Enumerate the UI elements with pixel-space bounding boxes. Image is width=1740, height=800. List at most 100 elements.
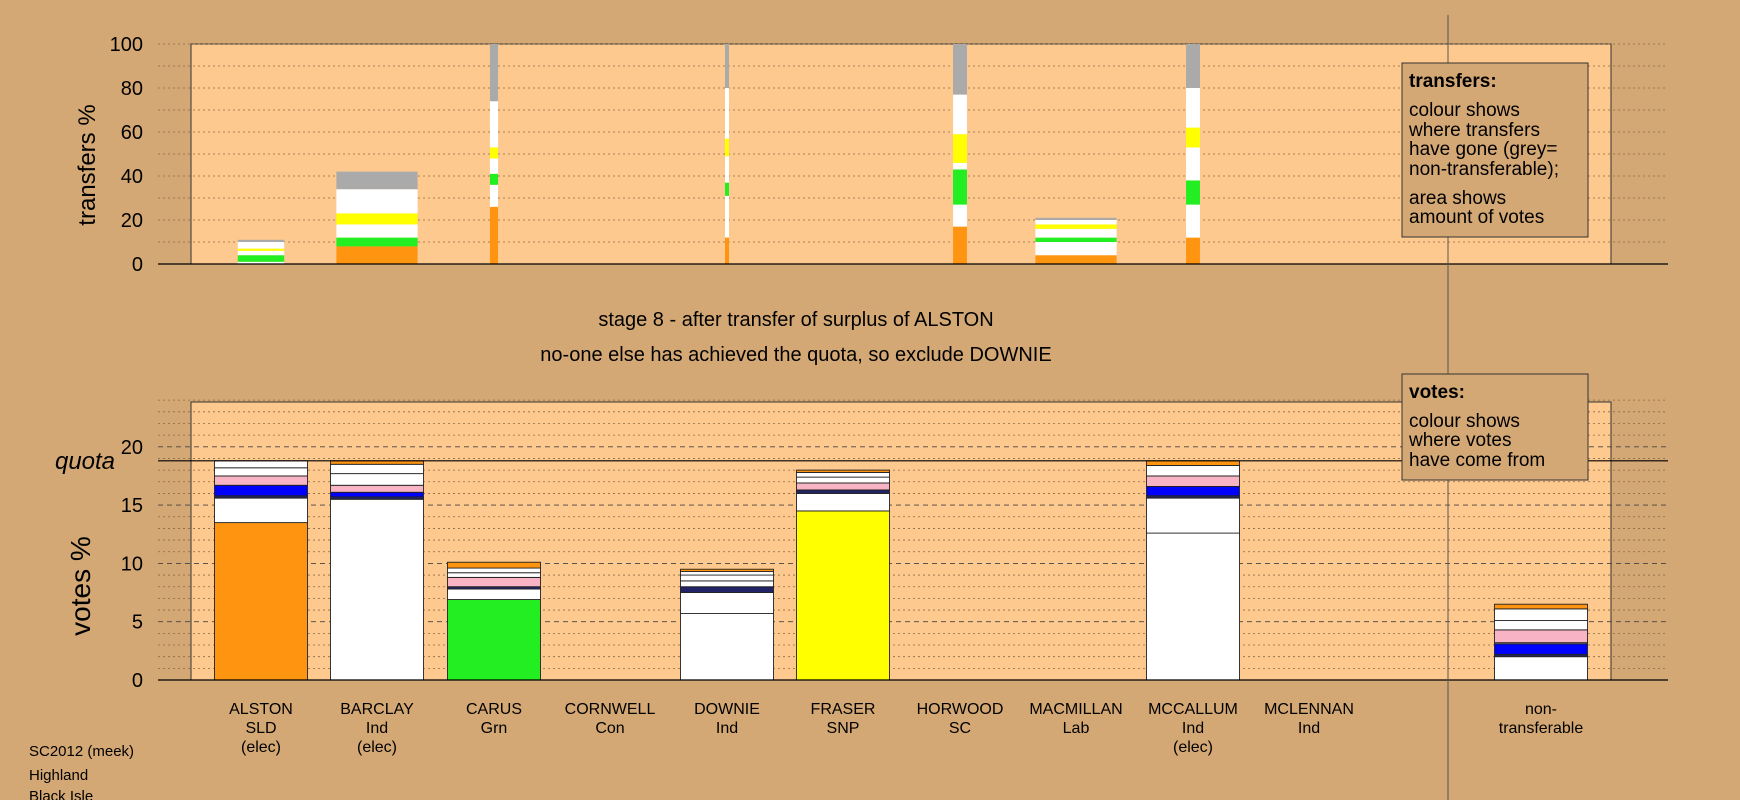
- transfers-legend-line: have gone (grey=: [1409, 139, 1557, 160]
- transfer-segment: [489, 173, 499, 185]
- transfer-segment: [1186, 147, 1200, 181]
- votes-y-tick-label: 20: [121, 437, 143, 459]
- candidate-label: (elec): [1173, 739, 1213, 756]
- votes-legend-heading: votes:: [1409, 382, 1465, 403]
- quota-label: quota: [55, 448, 115, 475]
- vote-segment: [214, 475, 308, 486]
- candidate-label: Ind: [716, 720, 738, 737]
- transfer-segment: [725, 138, 729, 157]
- candidate-label: CORNWELL: [565, 701, 656, 718]
- votes-y-tick-label: 15: [121, 495, 143, 517]
- transfers-y-tick-label: 0: [132, 254, 143, 276]
- vote-segment: [1494, 620, 1588, 631]
- vote-segment: [796, 489, 890, 494]
- transfer-segment: [237, 261, 285, 264]
- transfer-segment: [1035, 255, 1117, 264]
- transfers-y-tick-label: 80: [121, 78, 143, 100]
- votes-legend-line: colour shows: [1409, 411, 1520, 432]
- transfer-segment: [1035, 242, 1117, 256]
- candidate-labels: ALSTON SLD (elec) BARCLAY Ind (elec) CARUS Grn C…: [229, 701, 1583, 756]
- transfer-segment: [953, 169, 967, 205]
- transfer-segment: [237, 248, 285, 251]
- vote-segment: [680, 571, 774, 576]
- transfer-segment: [1035, 237, 1117, 242]
- transfer-segment: [336, 237, 418, 247]
- votes-legend-box: [1401, 373, 1589, 481]
- transfer-segment: [237, 250, 285, 256]
- candidate-label: HORWOOD: [917, 701, 1004, 718]
- vote-segment: [796, 510, 890, 681]
- transfer-segment: [336, 224, 418, 238]
- candidate-label: Ind: [1182, 720, 1204, 737]
- transfer-segment: [336, 213, 418, 225]
- transfer-segment: [489, 206, 499, 264]
- vote-segment: [1494, 656, 1588, 681]
- candidate-label: MCLENNAN: [1264, 701, 1354, 718]
- candidate-label: CARUS: [466, 701, 522, 718]
- transfer-segment: [1035, 224, 1117, 229]
- vote-segment: [1146, 497, 1240, 534]
- candidate-label: DOWNIE: [694, 701, 760, 718]
- candidate-label: BARCLAY: [340, 701, 414, 718]
- candidate-label: FRASER: [811, 701, 876, 718]
- votes-y-axis-label: votes %: [65, 536, 96, 636]
- votes-legend: votes: colour shows where votes have com…: [1401, 373, 1589, 481]
- transfers-y-tick-label: 60: [121, 122, 143, 144]
- candidate-label: Grn: [481, 720, 508, 737]
- vote-segment: [680, 586, 774, 593]
- vote-segment: [330, 498, 424, 681]
- vote-segment: [447, 567, 541, 574]
- votes-legend-line: where votes: [1408, 430, 1511, 451]
- vote-segment: [330, 491, 424, 498]
- transfer-segment: [1186, 127, 1200, 148]
- transfer-segment: [336, 246, 418, 264]
- vote-segment: [1494, 643, 1588, 655]
- transfers-legend-heading: transfers:: [1409, 71, 1497, 92]
- transfers-legend-line: amount of votes: [1409, 207, 1544, 228]
- transfers-chart: 0 20 40 60 80 100 transfers %: [74, 34, 1668, 276]
- candidate-label: non-: [1525, 701, 1557, 718]
- vote-segment: [214, 497, 308, 524]
- transfers-y-axis-label: transfers %: [74, 104, 101, 225]
- votes-bars: [214, 460, 1588, 681]
- vote-segment: [796, 469, 890, 473]
- transfer-segment: [489, 158, 499, 174]
- vote-segment: [1494, 629, 1588, 644]
- vote-segment: [680, 580, 774, 588]
- votes-chart: 0 5 10 15 20 quota votes % ALSTON SLD (elec) BA…: [55, 399, 1668, 756]
- transfers-legend-line: non-transferable);: [1409, 159, 1559, 180]
- votes-legend-line: have come from: [1409, 450, 1545, 471]
- transfer-segment: [489, 44, 499, 102]
- footer-line: SC2012 (meek): [29, 743, 134, 760]
- transfer-segment: [1186, 88, 1200, 128]
- transfer-segment: [1035, 217, 1117, 220]
- transfer-segment: [489, 184, 499, 207]
- vote-segment: [214, 467, 308, 477]
- transfer-segment: [336, 189, 418, 214]
- footer-line: Highland: [29, 767, 88, 784]
- transfer-segment: [725, 88, 729, 139]
- transfer-segment: [725, 156, 729, 183]
- vote-segment: [447, 561, 541, 569]
- transfers-legend-line: area shows: [1409, 188, 1506, 209]
- vote-segment: [796, 472, 890, 478]
- votes-y-tick-label: 0: [132, 670, 143, 692]
- candidate-label: Ind: [1298, 720, 1320, 737]
- transfer-segment: [1035, 228, 1117, 238]
- votes-y-ticks: 0 5 10 15 20: [121, 437, 143, 692]
- candidate-label: ALSTON: [229, 701, 293, 718]
- vote-segment: [680, 592, 774, 614]
- candidate-label: MACMILLAN: [1029, 701, 1122, 718]
- vote-segment: [214, 522, 308, 681]
- transfer-segment: [237, 242, 285, 249]
- vote-segment: [680, 574, 774, 582]
- transfer-segment: [237, 239, 285, 242]
- vote-segment: [1146, 485, 1240, 497]
- candidate-label: SNP: [827, 720, 860, 737]
- candidate-label: transferable: [1499, 720, 1584, 737]
- candidate-label: Ind: [366, 720, 388, 737]
- stage-subtitle: no-one else has achieved the quota, so e…: [540, 344, 1051, 366]
- stage-title: stage 8 - after transfer of surplus of A…: [598, 309, 993, 331]
- vote-segment: [330, 484, 424, 493]
- transfer-segment: [725, 237, 729, 264]
